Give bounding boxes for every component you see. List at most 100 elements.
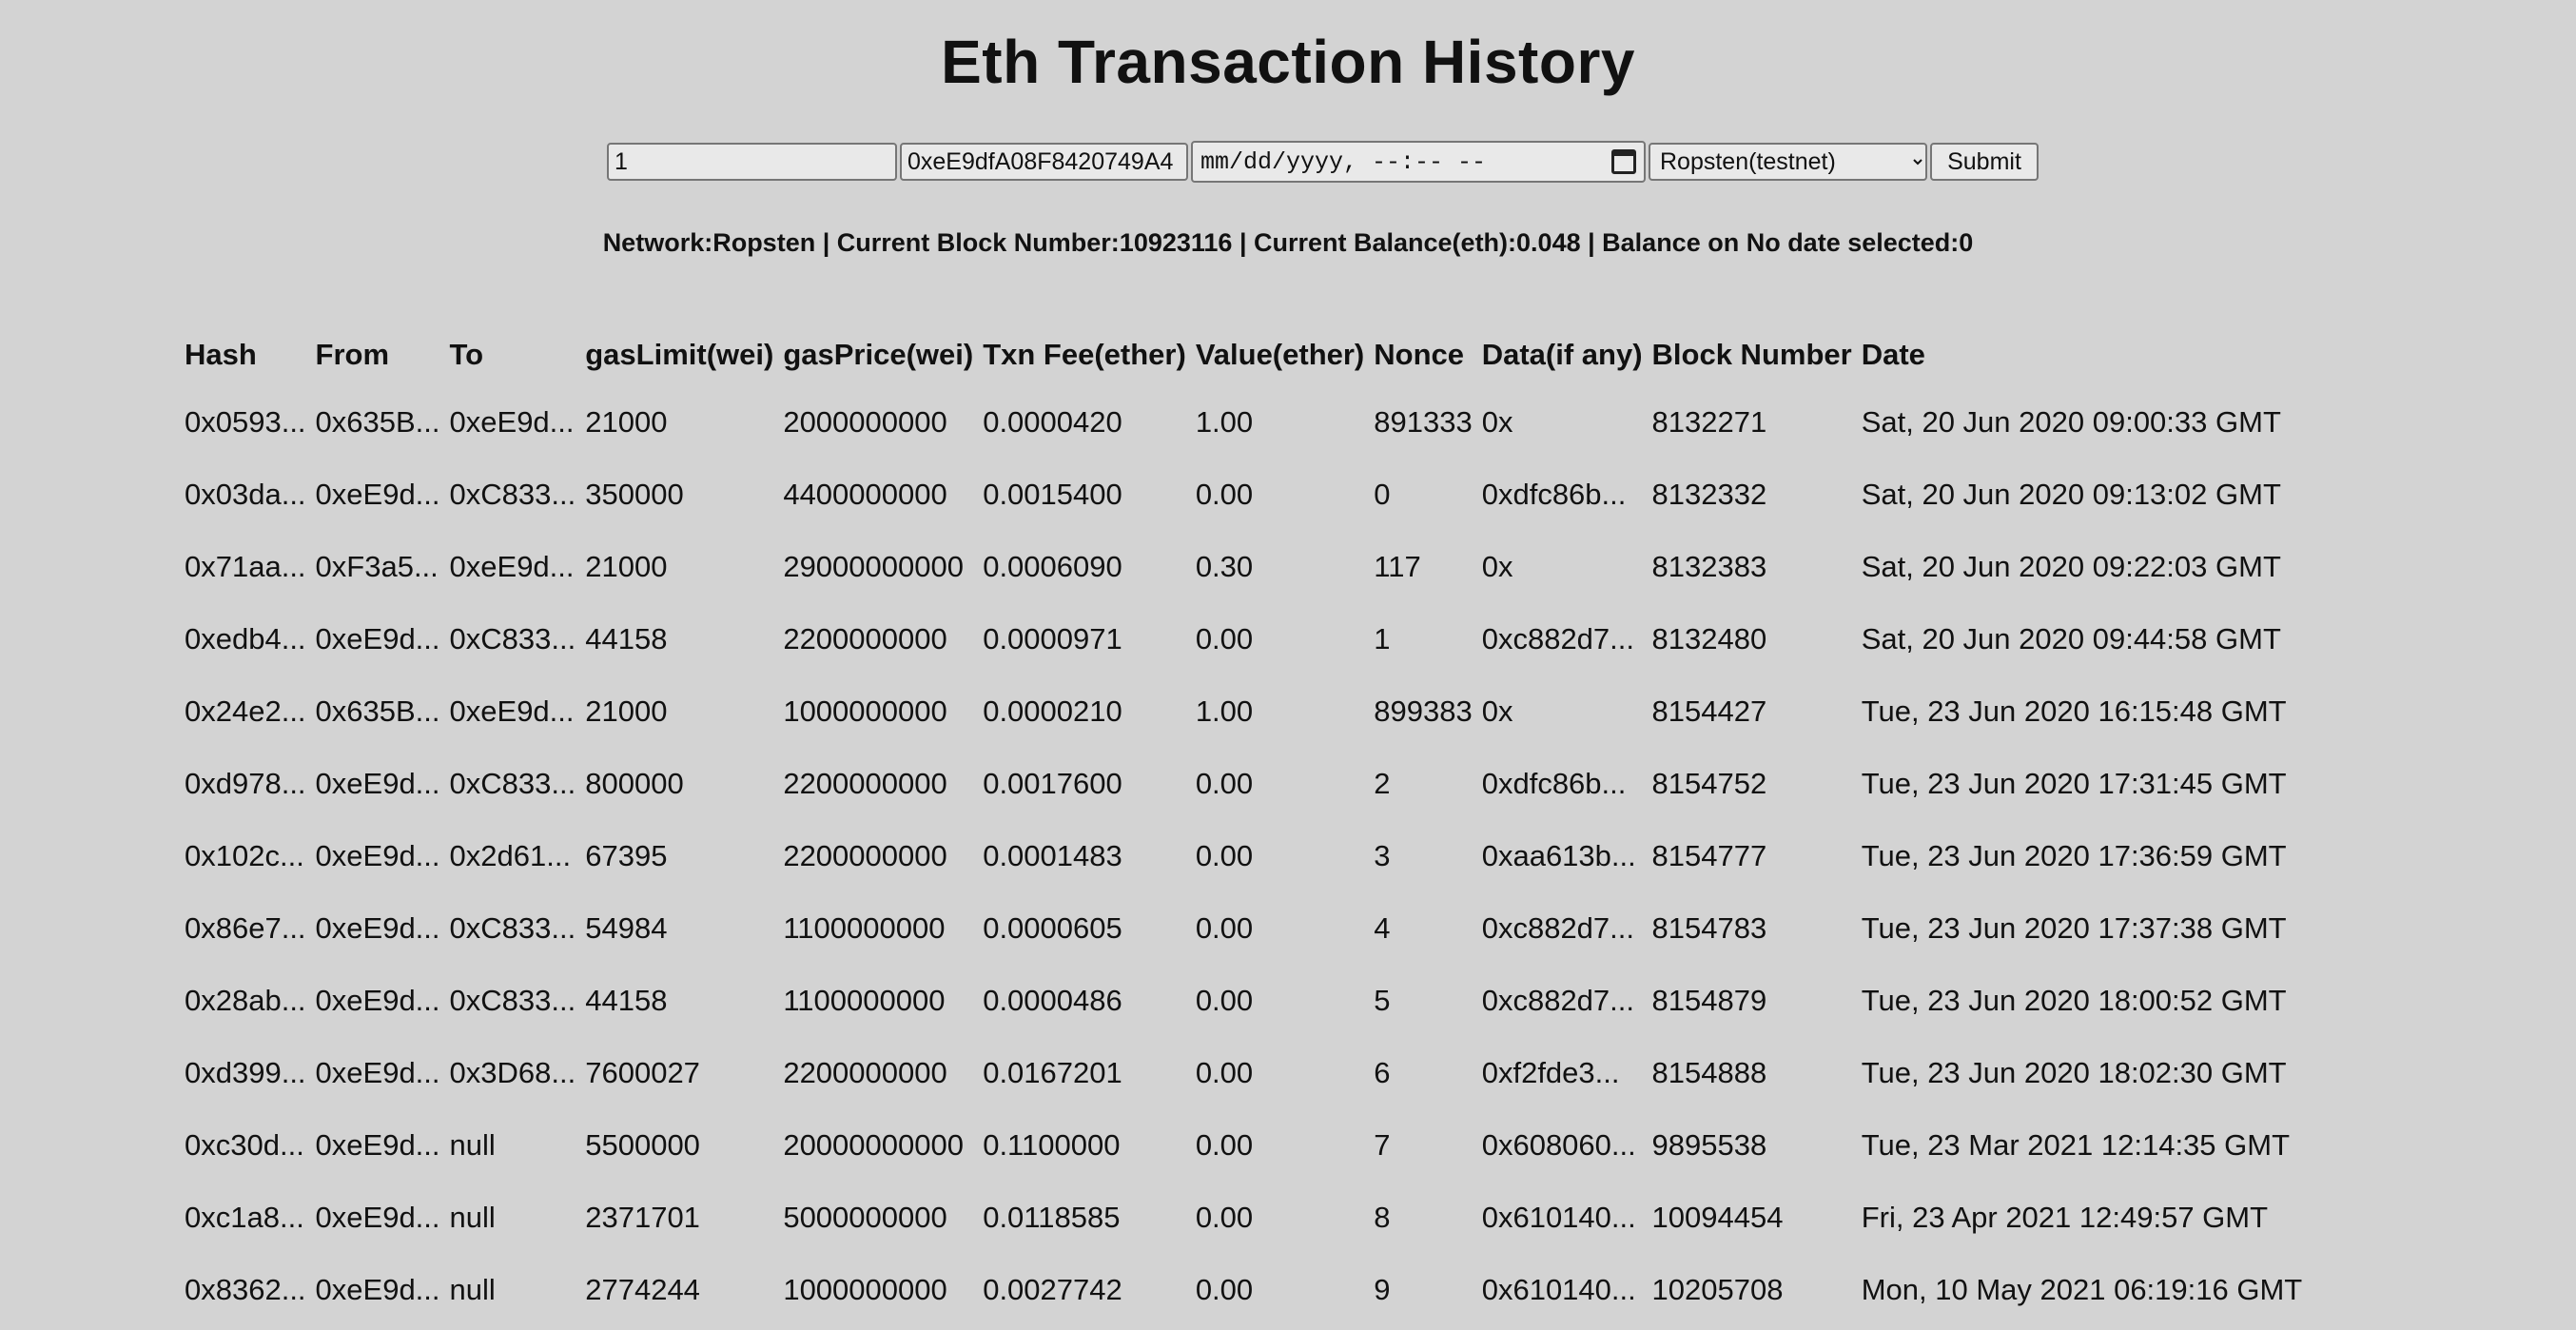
transactions-table: Hash From To gasLimit(wei) gasPrice(wei) Txn … xyxy=(181,323,2308,1326)
table-cell: 0x610140... xyxy=(1481,1201,1636,1234)
table-cell: 0xeE9d... xyxy=(449,550,575,583)
table-cell: 8132332 xyxy=(1651,478,1767,511)
column-header: Hash xyxy=(185,338,257,371)
table-cell: 0x2d61... xyxy=(449,839,572,872)
table-cell: 0x608060... xyxy=(1481,1128,1636,1162)
table-cell: 0x xyxy=(1481,694,1513,728)
table-cell: 2200000000 xyxy=(783,839,947,872)
table-row: 0xc30d... 0xeE9d... null 5500000 20000000000… xyxy=(181,1109,2308,1182)
date-input[interactable]: mm/dd/yyyy, --:-- -- xyxy=(1191,141,1646,183)
table-cell: 0xd978... xyxy=(185,767,306,800)
table-cell: 0xC833... xyxy=(449,622,576,655)
table-cell: 0xeE9d... xyxy=(315,1273,440,1306)
submit-button[interactable]: Submit xyxy=(1930,143,2039,181)
table-cell: 0.30 xyxy=(1195,550,1254,583)
table-cell: 8 xyxy=(1374,1201,1391,1234)
table-cell: 0xeE9d... xyxy=(315,622,440,655)
table-cell: 0.0006090 xyxy=(983,550,1122,583)
table-cell: Sat, 20 Jun 2020 09:00:33 GMT xyxy=(1861,405,2281,439)
table-cell: Sat, 20 Jun 2020 09:13:02 GMT xyxy=(1861,478,2281,511)
table-cell: 0x610140... xyxy=(1481,1273,1636,1306)
table-cell: 4 xyxy=(1374,911,1391,945)
count-input[interactable] xyxy=(607,143,897,181)
table-cell: 0x71aa... xyxy=(185,550,306,583)
table-cell: 6 xyxy=(1374,1056,1391,1089)
table-row: 0x28ab... 0xeE9d... 0xC833... 44158 11000000… xyxy=(181,965,2308,1037)
table-cell: Tue, 23 Jun 2020 18:00:52 GMT xyxy=(1861,984,2287,1017)
table-cell: 20000000000 xyxy=(783,1128,964,1162)
table-cell: 2000000000 xyxy=(783,405,947,439)
table-cell: 0.00 xyxy=(1195,911,1254,945)
table-cell: 0.1100000 xyxy=(983,1128,1121,1162)
table-cell: 0.0001483 xyxy=(983,839,1122,872)
table-cell: null xyxy=(449,1201,496,1234)
table-cell: 8154427 xyxy=(1651,694,1767,728)
network-select[interactable]: Ropsten(testnet) xyxy=(1649,143,1927,181)
table-cell: 29000000000 xyxy=(783,550,964,583)
table-cell: 10205708 xyxy=(1651,1273,1784,1306)
table-cell: 7 xyxy=(1374,1128,1391,1162)
table-cell: 1100000000 xyxy=(783,984,946,1017)
table-cell: Tue, 23 Jun 2020 17:37:38 GMT xyxy=(1861,911,2287,945)
table-cell: 0x8362... xyxy=(185,1273,306,1306)
network-info: Network:Ropsten | Current Block Number:1… xyxy=(602,228,1974,257)
address-input[interactable] xyxy=(900,143,1188,181)
table-cell: 0.00 xyxy=(1195,1056,1254,1089)
table-cell: 8154879 xyxy=(1651,984,1767,1017)
table-cell: 1.00 xyxy=(1195,694,1254,728)
table-cell: 0xC833... xyxy=(449,767,576,800)
table-cell: 0.0017600 xyxy=(983,767,1122,800)
table-cell: null xyxy=(449,1273,496,1306)
table-row: 0xd399... 0xeE9d... 0x3D68... 7600027 220000… xyxy=(181,1037,2308,1109)
calendar-icon[interactable] xyxy=(1611,149,1636,174)
table-row: 0xd978... 0xeE9d... 0xC833... 800000 2200000… xyxy=(181,748,2308,820)
table-cell: 0xf2fde3... xyxy=(1481,1056,1620,1089)
column-header: Nonce xyxy=(1374,338,1465,371)
table-row: 0x03da... 0xeE9d... 0xC833... 350000 4400000… xyxy=(181,459,2308,531)
table-cell: 0xc882d7... xyxy=(1481,911,1635,945)
table-cell: 8132480 xyxy=(1651,622,1767,655)
table-cell: 0x03da... xyxy=(185,478,306,511)
column-header: To xyxy=(449,338,484,371)
table-cell: 2200000000 xyxy=(783,767,947,800)
table-cell: 3 xyxy=(1374,839,1391,872)
table-cell: 5000000000 xyxy=(783,1201,947,1234)
table-cell: Mon, 10 May 2021 06:19:16 GMT xyxy=(1861,1273,2303,1306)
table-row: 0x71aa... 0xF3a5... 0xeE9d... 21000 29000000… xyxy=(181,531,2308,603)
table-cell: 0xdfc86b... xyxy=(1481,478,1627,511)
table-cell: 0x3D68... xyxy=(449,1056,576,1089)
table-cell: 0x102c... xyxy=(185,839,304,872)
table-cell: 800000 xyxy=(585,767,684,800)
table-cell: 4400000000 xyxy=(783,478,947,511)
search-form: mm/dd/yyyy, --:-- -- Ropsten(testnet) Su… xyxy=(607,141,2039,183)
table-cell: 1 xyxy=(1374,622,1391,655)
table-row: 0x0593... 0x635B... 0xeE9d... 21000 20000000… xyxy=(181,386,2308,459)
table-cell: 21000 xyxy=(585,550,668,583)
table-cell: 0.0000486 xyxy=(983,984,1122,1017)
table-cell: 10094454 xyxy=(1651,1201,1784,1234)
table-cell: 67395 xyxy=(585,839,668,872)
table-cell: 44158 xyxy=(585,984,668,1017)
table-cell: 0.00 xyxy=(1195,1201,1254,1234)
table-cell: 2200000000 xyxy=(783,1056,947,1089)
table-cell: 0xC833... xyxy=(449,984,576,1017)
column-header: Txn Fee(ether) xyxy=(983,338,1186,371)
table-cell: 0.0118585 xyxy=(983,1201,1121,1234)
table-cell: 0.00 xyxy=(1195,767,1254,800)
table-cell: 0xeE9d... xyxy=(315,1128,440,1162)
table-cell: 0xeE9d... xyxy=(315,911,440,945)
table-cell: 0x28ab... xyxy=(185,984,306,1017)
table-cell: Tue, 23 Jun 2020 18:02:30 GMT xyxy=(1861,1056,2287,1089)
table-cell: 891333 xyxy=(1374,405,1473,439)
table-cell: 0xeE9d... xyxy=(449,694,575,728)
table-cell: 9895538 xyxy=(1651,1128,1767,1162)
table-row: 0xc1a8... 0xeE9d... null 2371701 5000000000 0… xyxy=(181,1182,2308,1254)
table-cell: 0xC833... xyxy=(449,478,576,511)
table-cell: 0xc882d7... xyxy=(1481,622,1635,655)
table-row: 0x102c... 0xeE9d... 0x2d61... 67395 22000000… xyxy=(181,820,2308,892)
table-row: 0x8362... 0xeE9d... null 2774244 1000000000 0… xyxy=(181,1254,2308,1326)
table-cell: Tue, 23 Jun 2020 17:31:45 GMT xyxy=(1861,767,2287,800)
table-cell: Sat, 20 Jun 2020 09:22:03 GMT xyxy=(1861,550,2281,583)
table-cell: 2774244 xyxy=(585,1273,700,1306)
table-cell: 0xedb4... xyxy=(185,622,306,655)
